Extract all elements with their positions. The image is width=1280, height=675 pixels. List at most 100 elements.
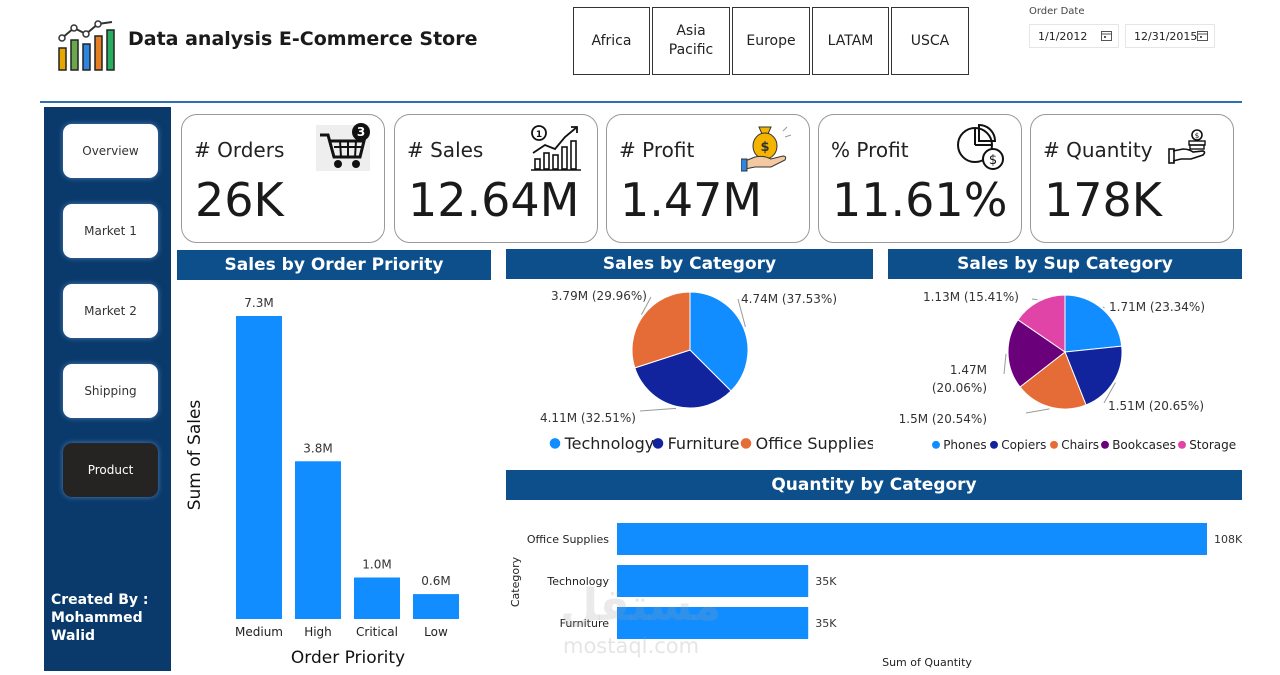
date-from-input[interactable]: 1/1/2012 xyxy=(1029,24,1119,48)
slice-data-label: 3.79M (29.96%) xyxy=(551,289,647,303)
coin-hand-icon: $ xyxy=(1168,129,1206,164)
leader-line xyxy=(1102,306,1105,309)
nav-button-overview[interactable]: Overview xyxy=(63,124,158,178)
leader-line xyxy=(1003,353,1007,375)
legend-label: Storage xyxy=(1189,438,1236,452)
bar-chart-logo-icon xyxy=(58,20,115,71)
watermark-logo: مستقل xyxy=(560,580,721,631)
leader-line xyxy=(641,296,652,315)
nav-button-shipping[interactable]: Shipping xyxy=(63,364,158,418)
chart-title-quantity-by-category: Quantity by Category xyxy=(506,470,1242,500)
kpi-card-orders: # Orders 26K 3 xyxy=(181,114,385,243)
kpi-value: 26K xyxy=(195,173,284,227)
author-credit: Created By : Mohammed Walid xyxy=(51,592,149,644)
bar-medium xyxy=(236,316,282,619)
leader-line xyxy=(1103,382,1116,404)
growth-chart-icon: 1 xyxy=(531,125,581,171)
leader-line xyxy=(737,298,746,328)
calendar-icon xyxy=(1197,31,1208,41)
y-tick-label: Office Supplies xyxy=(527,533,609,546)
legend-marker xyxy=(1101,440,1109,449)
order-date-label: Order Date xyxy=(1029,6,1085,17)
bar-value-label: 7.3M xyxy=(244,296,273,310)
kpi-card-sales: # Sales 12.64M 1 xyxy=(394,114,598,243)
kpi-value: 1.47M xyxy=(620,173,763,227)
sales-by-priority-chart: 7.3M Medium 3.8M High 1.0M Critical 0.6M Low Ord… xyxy=(185,296,459,668)
region-button-usca[interactable]: USCA xyxy=(891,7,969,75)
y-tick-label: Technology xyxy=(546,575,609,588)
slice-data-label: 1.51M (20.65%) xyxy=(1108,399,1204,413)
y-axis-title: Sum of Sales xyxy=(185,400,205,511)
calendar-icon xyxy=(1101,31,1112,41)
nav-button-market-1[interactable]: Market 1 xyxy=(63,204,158,258)
legend-marker xyxy=(990,440,998,449)
bar-value-label: 108K xyxy=(1214,533,1243,546)
money-bag-hand-icon: $ xyxy=(741,126,792,172)
bar-critical xyxy=(354,577,400,619)
svg-text:$: $ xyxy=(760,140,769,155)
pie-slice-phones xyxy=(1064,294,1123,353)
quantity-by-category-chart: 108K Office Supplies 35K Technology 35K Furni… xyxy=(509,523,1243,669)
kpi-value: 178K xyxy=(1044,173,1162,227)
pie-slice-chairs xyxy=(1019,351,1087,410)
bar-value-label: 1.0M xyxy=(362,557,391,571)
legend-label: Technology xyxy=(564,434,655,453)
shopping-cart-icon: 3 xyxy=(316,123,370,171)
pie-slice-technology xyxy=(689,291,749,392)
slice-data-label: 4.11M (32.51%) xyxy=(540,411,636,425)
x-tick-label: Low xyxy=(424,625,448,639)
pie-slice-storage xyxy=(1017,294,1066,353)
bar-value-label: 35K xyxy=(815,575,837,588)
kpi-value: 11.61% xyxy=(832,173,1008,227)
legend-marker xyxy=(1178,440,1186,449)
region-button-europe[interactable]: Europe xyxy=(732,7,810,75)
kpi-label: % Profit xyxy=(831,138,909,162)
chart-title-sales-by-sub-category: Sales by Sup Category xyxy=(888,249,1242,279)
svg-text:$: $ xyxy=(989,153,997,168)
legend-label: Copiers xyxy=(1001,438,1046,452)
nav-button-product[interactable]: Product xyxy=(63,443,158,497)
watermark-url: mostaql.com xyxy=(563,634,700,658)
pie-dollar-icon: $ xyxy=(957,123,1004,170)
slice-data-label: 4.74M (37.53%) xyxy=(741,292,837,306)
leader-line xyxy=(1025,408,1050,414)
kpi-card-profit: # Profit 1.47M $ xyxy=(606,114,810,243)
kpi-label: # Profit xyxy=(619,138,695,162)
y-axis-title: Category xyxy=(509,556,522,607)
nav-button-market-2[interactable]: Market 2 xyxy=(63,284,158,338)
kpi-label: # Quantity xyxy=(1043,138,1153,162)
legend-marker xyxy=(740,438,752,449)
pie-slice-bookcases xyxy=(1007,319,1066,388)
leader-line xyxy=(1031,298,1038,301)
bar-high xyxy=(295,461,341,619)
legend-label: Bookcases xyxy=(1112,438,1176,452)
slice-data-label: 1.13M (15.41%) xyxy=(923,290,1019,304)
bar-value-label: 3.8M xyxy=(303,441,332,455)
pie-slice-copiers xyxy=(1064,345,1123,406)
x-tick-label: Critical xyxy=(356,625,398,639)
leader-line xyxy=(639,407,677,412)
date-to-input[interactable]: 12/31/2015 xyxy=(1125,24,1215,48)
slice-data-label: 1.47M (20.06%) xyxy=(932,363,987,395)
kpi-value: 12.64M xyxy=(408,173,580,227)
x-tick-label: Medium xyxy=(235,625,283,639)
region-button-latam[interactable]: LATAM xyxy=(812,7,889,75)
legend-marker xyxy=(652,438,664,449)
legend-label: Office Supplies xyxy=(756,434,873,453)
region-button-africa[interactable]: Africa xyxy=(573,7,650,75)
legend-label: Chairs xyxy=(1061,438,1099,452)
chart-title-sales-by-category: Sales by Category xyxy=(506,249,873,279)
bar-value-label: 35K xyxy=(815,617,837,630)
header-divider xyxy=(40,101,1242,103)
legend-marker xyxy=(1050,440,1058,449)
region-button-asia-pacific[interactable]: Asia Pacific xyxy=(652,7,730,75)
svg-text:1: 1 xyxy=(536,130,542,140)
legend-label: Furniture xyxy=(668,434,740,453)
sidebar: Overview Market 1 Market 2 Shipping Prod… xyxy=(44,107,171,671)
legend-marker xyxy=(932,440,940,449)
date-to-value: 12/31/2015 xyxy=(1134,29,1198,43)
bar-low xyxy=(413,594,459,619)
pie-slice-office-supplies xyxy=(631,291,691,369)
app-title: Data analysis E-Commerce Store xyxy=(128,28,478,50)
sales-by-sub-category-chart: 1.71M (23.34%) 1.51M (20.65%) 1.5M (20.54%… xyxy=(899,290,1237,452)
